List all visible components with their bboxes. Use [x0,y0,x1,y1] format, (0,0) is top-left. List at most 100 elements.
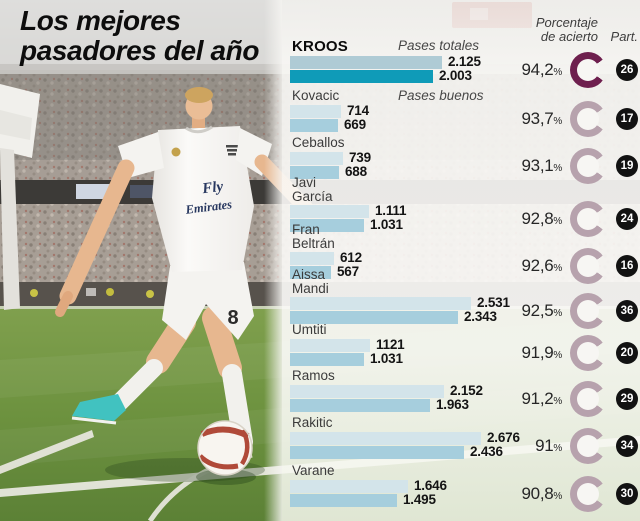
bar-pases-totales [290,432,481,445]
accuracy-donut-hole [577,208,599,230]
value-pases-buenos: 1.031 [370,351,403,366]
player-name-line: Umtiti [292,322,327,337]
value-pases-totales: 1121 [376,337,405,352]
bar-pases-totales [290,297,471,310]
legend-pases-totales: Pases totales [398,38,480,53]
matches-played-badge: 30 [616,483,638,505]
value-pases-buenos: 2.436 [470,444,503,459]
accuracy-donut-hole [577,435,599,457]
player-name-line: Rakitic [292,415,333,430]
accuracy-donut-hole [577,388,599,410]
value-pases-buenos: 1.031 [370,217,403,232]
player-name: Aissa Mandi [292,268,329,296]
bar-pases-totales [290,480,408,493]
accuracy-donut-icon [570,293,606,329]
accuracy-number: 93,7 [521,109,554,128]
accuracy-percentage: 92,6% [498,256,563,278]
bar-pases-buenos [290,399,430,412]
accuracy-number: 93,1 [521,156,554,175]
player-name-line: Kovacic [292,88,340,103]
accuracy-percentage: 91% [498,436,562,458]
ball [196,420,256,485]
player-name: Umtiti [292,323,327,337]
jersey-sponsor-line1: Fly [200,179,224,198]
value-pases-buenos: 688 [345,164,367,179]
bar-pases-totales [290,252,334,265]
percent-sign: % [553,396,562,407]
accuracy-donut-icon [570,52,606,88]
bar-pases-totales [290,105,341,118]
accuracy-donut-hole [577,300,599,322]
header-porcentaje-line1: Porcentaje [535,15,598,30]
matches-played-badge: 19 [616,155,638,177]
matches-played-badge: 26 [616,59,638,81]
bar-pases-totales [290,339,370,352]
value-pases-totales: 1.646 [414,478,447,493]
accuracy-number: 90,8 [521,484,554,503]
accuracy-donut-hole [577,108,599,130]
chart-panel-fade [264,0,282,521]
legend-pases-buenos: Pases buenos [398,88,484,103]
player-name: Ramos [292,369,335,383]
percent-sign: % [553,216,562,227]
accuracy-percentage: 91,9% [498,343,563,365]
value-pases-totales: 612 [340,250,362,265]
value-pases-totales: 2.152 [450,383,483,398]
corner-flag [0,84,40,310]
accuracy-donut-icon [570,148,606,184]
accuracy-number: 94,2 [521,60,554,79]
player-name: Rakitic [292,416,333,430]
boot [72,394,126,421]
title-line2: pasadores del año [20,35,260,66]
accuracy-number: 92,8 [521,209,554,228]
matches-played-badge: 36 [616,300,638,322]
shorts-number: 8 [227,307,238,329]
player-name: Fran Beltrán [292,223,335,251]
value-pases-totales: 2.125 [448,54,481,69]
accuracy-number: 92,5 [521,301,554,320]
percent-sign: % [553,116,562,127]
accuracy-donut-icon [570,476,606,512]
value-pases-buenos: 1.495 [403,492,436,507]
accuracy-donut-hole [577,255,599,277]
bar-pases-buenos [290,353,364,366]
bar-pases-buenos [290,311,458,324]
matches-played-badge: 16 [616,255,638,277]
percent-sign: % [553,263,562,274]
accuracy-percentage: 92,8% [498,209,563,231]
accuracy-percentage: 93,1% [498,156,563,178]
player-name: KROOS [292,38,349,55]
percent-sign: % [553,308,562,319]
page-title: Los mejores pasadores del año [20,6,259,66]
percent-sign: % [553,350,562,361]
player-name: Ceballos [292,136,345,150]
accuracy-donut-icon [570,201,606,237]
player-name-line: KROOS [292,38,349,55]
jersey-sponsor-line2: Emirates [184,197,233,217]
value-pases-totales: 1.111 [375,203,407,218]
corner-line [0,430,94,474]
value-pases-buenos: 2.003 [439,68,472,83]
bar-pases-buenos [290,494,397,507]
accuracy-donut-icon [570,428,606,464]
matches-played-badge: 24 [616,208,638,230]
title-line1: Los mejores [20,5,181,36]
player-name: Javi García [292,176,333,204]
accuracy-donut-hole [577,342,599,364]
accuracy-donut-hole [577,59,599,81]
bar-pases-totales [290,205,369,218]
bar-pases-buenos [290,166,339,179]
player-name-line: García [292,189,333,204]
percent-sign: % [553,443,562,454]
accuracy-number: 91 [535,436,554,455]
header-porcentaje-de-acierto: Porcentaje de acierto [498,16,598,44]
bar-pases-totales [290,385,444,398]
player-name: Kovacic [292,89,339,103]
bar-pases-buenos [290,266,331,279]
player-name-line: Beltrán [292,236,335,251]
club-crest [171,147,181,157]
matches-played-badge: 17 [616,108,638,130]
percent-sign: % [553,491,562,502]
